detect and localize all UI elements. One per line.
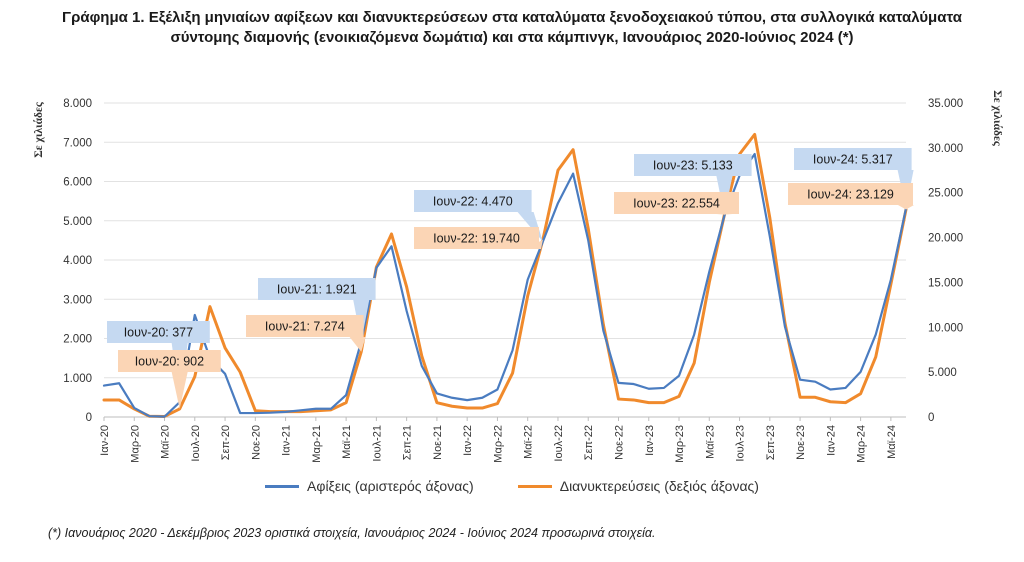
callout-label: Ιουν-23: 5.133 — [653, 159, 733, 173]
y-left-tick-label: 2.000 — [63, 334, 92, 346]
y-left-tick-label: 3.000 — [63, 294, 92, 306]
callout-label: Ιουν-24: 23.129 — [807, 188, 894, 202]
y-right-tick-label: 5.000 — [928, 367, 957, 379]
y-right-tick-label: 10.000 — [928, 322, 963, 334]
y-right-tick-label: 35.000 — [928, 98, 963, 110]
y-right-tick-label: 20.000 — [928, 233, 963, 245]
x-tick-label: Μαϊ-24 — [886, 425, 898, 459]
callout-label: Ιουν-22: 4.470 — [433, 195, 513, 209]
callout-box — [246, 315, 364, 337]
series-line-overnight-stays — [102, 132, 908, 418]
x-tick-label: Μαρ-20 — [129, 425, 141, 463]
y-left-tick-label: 1.000 — [63, 373, 92, 385]
x-tick-label: Ιαν-23 — [644, 425, 656, 456]
x-tick-label: Ιαν-21 — [281, 425, 293, 456]
y-right-tick-label: 0 — [928, 412, 934, 424]
series-line-arrivals — [102, 152, 908, 418]
x-tick-label: Νοε-23 — [795, 425, 807, 460]
x-tick-label: Ιουλ-23 — [735, 425, 747, 462]
callout-label: Ιουν-21: 7.274 — [265, 320, 345, 334]
callout-box — [258, 278, 376, 300]
legend-label-overnight-stays: Διανυκτερεύσεις (δεξιός άξονας) — [559, 478, 759, 494]
callout-pointer — [517, 212, 543, 242]
x-tick-label: Νοε-20 — [250, 425, 262, 460]
callout-pointer — [716, 214, 733, 215]
y-right-tick-label: 30.000 — [928, 143, 963, 155]
callout-label: Ιουν-20: 902 — [135, 355, 204, 369]
legend-swatch-overnight-stays — [517, 484, 552, 488]
callout-box — [118, 350, 221, 372]
callout-pointer — [898, 205, 914, 210]
x-tick-label: Σεπ-21 — [402, 425, 414, 460]
callout-box — [634, 154, 752, 176]
y-left-tick-label: 4.000 — [63, 255, 92, 267]
x-tick-label: Μαρ-21 — [311, 425, 323, 463]
legend-item-arrivals: Αφίξεις (αριστερός άξονας) — [265, 478, 474, 494]
y-right-axis-label: Σε χιλιάδες — [991, 90, 1004, 146]
callout-box — [794, 148, 912, 170]
legend-item-overnight-stays: Διανυκτερεύσεις (δεξιός άξονας) — [517, 478, 759, 494]
chart-title-line-2: σύντομης διαμονής (ενοικιαζόμενα δωμάτια… — [170, 29, 854, 46]
y-right-tick-label: 25.000 — [928, 188, 963, 200]
y-right-tick-label: 15.000 — [928, 277, 963, 289]
legend-swatch-arrivals — [265, 484, 300, 488]
callout-pointer — [349, 337, 366, 352]
y-left-tick-label: 6.000 — [63, 177, 92, 189]
callout-box — [414, 227, 539, 249]
x-tick-label: Νοε-21 — [432, 425, 444, 460]
x-tick-label: Μαϊ-20 — [160, 425, 172, 459]
x-tick-label: Σεπ-23 — [765, 425, 777, 460]
y-left-axis-label: Σε χιλιάδες — [32, 102, 45, 158]
callout-label: Ιουν-20: 377 — [124, 326, 193, 340]
x-tick-label: Σεπ-20 — [220, 425, 232, 460]
footnote: (*) Ιανουάριος 2020 - Δεκέμβριος 2023 ορ… — [48, 526, 656, 540]
x-tick-label: Ιαν-22 — [462, 425, 474, 456]
x-tick-label: Ιαν-24 — [825, 425, 837, 456]
callout-box — [414, 190, 532, 212]
chart-title: Γράφημα 1. Εξέλιξη μηνιαίων αφίξεων και … — [0, 8, 1024, 48]
callout-label: Ιουν-21: 1.921 — [277, 283, 357, 297]
callout-box — [788, 183, 913, 205]
x-tick-label: Μαρ-24 — [856, 425, 868, 463]
callout-label: Ιουν-24: 5.317 — [813, 153, 893, 167]
callout-label: Ιουν-23: 22.554 — [633, 197, 720, 211]
x-tick-label: Σεπ-22 — [583, 425, 595, 460]
x-tick-label: Ιαν-20 — [99, 425, 111, 456]
callout-label: Ιουν-22: 19.740 — [433, 232, 520, 246]
y-left-tick-label: 0 — [86, 412, 92, 424]
x-tick-label: Μαϊ-22 — [523, 425, 535, 459]
chart-legend: Αφίξεις (αριστερός άξονας) Διανυκτερεύσε… — [0, 478, 1024, 494]
callout-box — [614, 192, 739, 214]
x-tick-label: Νοε-22 — [613, 425, 625, 460]
x-tick-label: Μαρ-22 — [492, 425, 504, 463]
y-left-tick-label: 5.000 — [63, 216, 92, 228]
chart-title-line-1: Γράφημα 1. Εξέλιξη μηνιαίων αφίξεων και … — [62, 9, 962, 26]
x-tick-label: Μαϊ-23 — [704, 425, 716, 459]
legend-label-arrivals: Αφίξεις (αριστερός άξονας) — [307, 478, 474, 494]
callout-box — [107, 321, 210, 343]
x-tick-label: Ιουλ-20 — [190, 425, 202, 462]
callout-pointer — [171, 372, 188, 409]
y-left-tick-label: 7.000 — [63, 137, 92, 149]
y-left-tick-label: 8.000 — [63, 98, 92, 110]
x-tick-label: Ιουλ-22 — [553, 425, 565, 462]
x-tick-label: Μαϊ-21 — [341, 425, 353, 459]
x-tick-label: Μαρ-23 — [674, 425, 686, 463]
x-tick-label: Ιουλ-21 — [371, 425, 383, 462]
